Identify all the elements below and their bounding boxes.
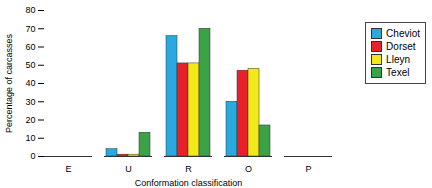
svg-text:R: R bbox=[185, 164, 192, 174]
svg-text:P: P bbox=[305, 164, 311, 174]
svg-text:0: 0 bbox=[30, 151, 35, 161]
svg-text:O: O bbox=[245, 164, 252, 174]
svg-text:E: E bbox=[65, 164, 71, 174]
html-text:Cheviot: Cheviot bbox=[386, 28, 420, 39]
svg-text:70: 70 bbox=[25, 24, 35, 34]
html-text:Dorset: Dorset bbox=[386, 41, 416, 52]
svg-text:Percentage of carcasses: Percentage of carcasses bbox=[4, 33, 14, 133]
svg-text:Conformation classification: Conformation classification bbox=[135, 178, 243, 188]
svg-text:10: 10 bbox=[25, 133, 35, 143]
svg-text:20: 20 bbox=[25, 115, 35, 125]
svg-text:50: 50 bbox=[25, 60, 35, 70]
svg-text:30: 30 bbox=[25, 97, 35, 107]
svg-text:U: U bbox=[125, 164, 132, 174]
svg-text:60: 60 bbox=[25, 42, 35, 52]
html-text:Texel: Texel bbox=[386, 67, 410, 78]
svg-text:40: 40 bbox=[25, 78, 35, 88]
html-text:Lleyn: Lleyn bbox=[386, 54, 410, 65]
svg-text:80: 80 bbox=[25, 5, 35, 15]
